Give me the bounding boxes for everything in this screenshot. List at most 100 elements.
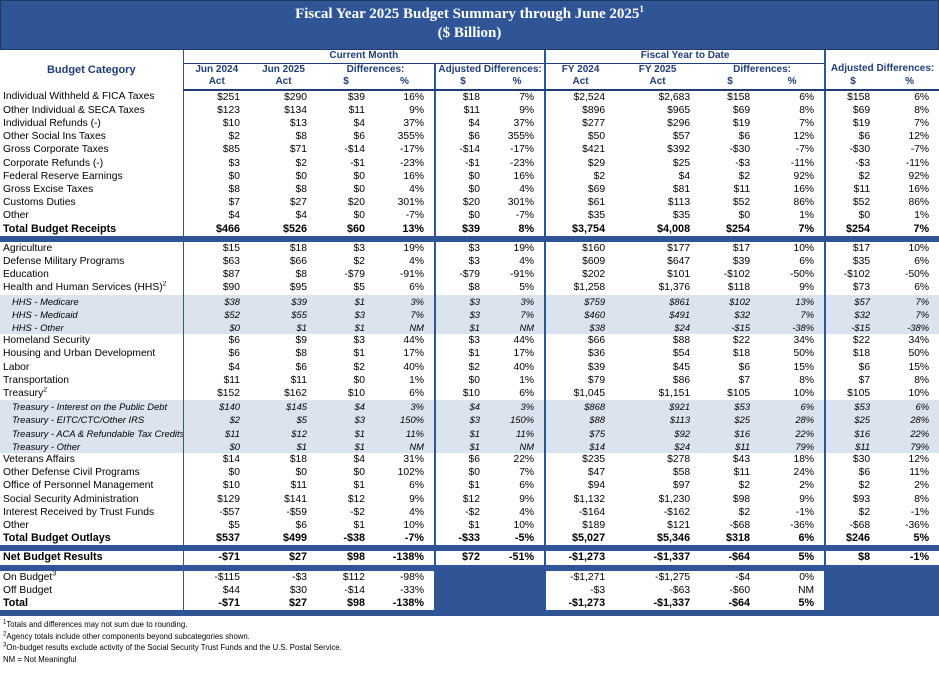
value-cell: 102% [397, 467, 424, 479]
value-cell: 8% [914, 104, 930, 116]
value-cell: 5% [913, 532, 930, 545]
value-cell: 4% [519, 183, 535, 195]
value-cell: $1 [353, 520, 365, 531]
table-row: Other $5 $6 $1 10% $1 10% $189 $121 -$68 -36% -$68-… [0, 519, 939, 533]
budget-table: Budget Category Current Month Fiscal Year … [0, 50, 939, 617]
value-cell: $2 [353, 255, 365, 267]
value-cell: $12 [347, 493, 365, 505]
value-cell: 6% [914, 255, 930, 267]
label-text: Social Security Administration [3, 493, 139, 505]
label-text: Federal Reserve Earnings [3, 170, 123, 182]
value-cell: $27 [288, 597, 307, 610]
category-header: Budget Category [0, 50, 184, 90]
table-row: HHS - Other $0 $1 $1 NM $1 NM $38 $24 -$15 -38% -$1… [0, 320, 939, 335]
value-cell: -23% [510, 157, 535, 169]
row-label: Labor [0, 360, 184, 374]
column-subheader: Act [544, 76, 616, 91]
value-cell: -$1,271 [544, 570, 616, 584]
value-cell: 2% [799, 480, 815, 492]
label-note: 3 [52, 570, 57, 578]
column-subheader: Act [250, 76, 317, 91]
row-label: HHS - Medicare [0, 294, 184, 308]
band-cell [0, 564, 939, 571]
blank-cell [880, 583, 939, 598]
value-cell: $526 [282, 222, 307, 235]
title: Fiscal Year 2025 Budget Summary through … [295, 6, 640, 22]
table-row: Interest Received by Trust Funds -$57 -$59… [0, 505, 939, 519]
value-cell: $69 [544, 182, 616, 197]
value-cell: 7% [913, 222, 930, 235]
value-cell: $0 [353, 467, 365, 479]
value-cell: $0 [228, 467, 240, 479]
value-cell: -11% [790, 157, 815, 169]
value-cell: -5% [514, 532, 535, 545]
value-cell: $57 [824, 294, 881, 308]
value-cell: 92% [908, 170, 930, 182]
row-label: Other Individual & SECA Taxes [0, 103, 184, 117]
label-text: Defense Military Programs [3, 255, 125, 267]
value-cell: $55 [250, 307, 317, 321]
table-row: Defense Military Programs $63 $66 $2 4% $3 4% $… [0, 254, 939, 269]
value-cell: $0 [434, 182, 490, 197]
value-cell: $3 [434, 254, 490, 269]
value-cell: $18 [824, 347, 881, 361]
value-cell: -$1 [434, 156, 490, 170]
label-text: Treasury - Other [12, 440, 81, 452]
value-cell: 8% [799, 104, 815, 116]
separator-band [0, 610, 939, 617]
value-cell: 7% [490, 307, 546, 321]
value-cell: -$1,275 [655, 571, 691, 583]
value-cell: $39 [250, 294, 317, 308]
value-cell: -$3 [824, 156, 881, 170]
row-label: Office of Personnel Management [0, 479, 184, 493]
value-cell: $123 [217, 104, 240, 116]
value-cell: $86 [672, 374, 691, 386]
value-cell: $1 [353, 348, 365, 360]
row-label: Veterans Affairs [0, 452, 184, 467]
value-cell: $24 [615, 439, 701, 453]
value-cell: 4% [519, 255, 535, 267]
value-cell: 11% [909, 467, 930, 479]
value-cell: 6% [409, 387, 424, 399]
value-cell: 6% [914, 282, 930, 294]
value-cell: $39 [732, 255, 751, 267]
value-cell: 7% [914, 117, 930, 129]
value-cell: $38 [544, 320, 616, 335]
row-label: Other [0, 519, 184, 533]
table-row: Total Budget Receipts $466 $526 $60 13% $39 8%… [0, 222, 939, 236]
value-cell: $53 [700, 400, 761, 414]
table-row: Gross Corporate Taxes $85 $71 -$14 -17% -$14-… [0, 143, 939, 157]
row-label: Individual Refunds (-) [0, 116, 184, 131]
value-cell: -$71 [218, 597, 240, 610]
label-text: Other Defense Civil Programs [3, 467, 140, 479]
value-cell: $8 [295, 183, 307, 195]
value-cell: $277 [544, 116, 616, 131]
value-cell: $0 [434, 169, 490, 183]
value-cell: $2 [183, 413, 250, 427]
label-text: Homeland Security [3, 335, 90, 347]
value-cell: $102 [700, 294, 761, 308]
value-cell: $2 [353, 361, 365, 373]
value-cell: -1% [795, 506, 815, 518]
title-bar: Fiscal Year 2025 Budget Summary through … [0, 0, 939, 50]
value-cell: $19 [824, 116, 881, 131]
value-cell: $92 [615, 426, 701, 440]
value-cell: $16 [700, 426, 761, 440]
value-cell: 17% [513, 348, 535, 360]
column-header: Differences: [733, 63, 791, 75]
value-cell: -$164 [544, 505, 616, 519]
row-label: Off Budget [0, 583, 184, 598]
value-cell: $32 [700, 307, 761, 321]
value-cell: 150% [375, 413, 435, 427]
label-text: Customs Duties [3, 197, 76, 209]
label-text: Other Social Ins Taxes [3, 131, 106, 143]
value-cell: NM [375, 320, 435, 335]
value-cell: $11 [223, 374, 240, 386]
table-row: Net Budget Results -$71 $27 $98 -138% $72 -51%… [0, 551, 939, 565]
label-text: Corporate Refunds (-) [3, 157, 104, 169]
value-cell: 50% [793, 348, 815, 360]
row-label: Corporate Refunds (-) [0, 156, 184, 170]
value-cell: 12% [793, 131, 815, 143]
value-cell: $81 [672, 183, 691, 195]
